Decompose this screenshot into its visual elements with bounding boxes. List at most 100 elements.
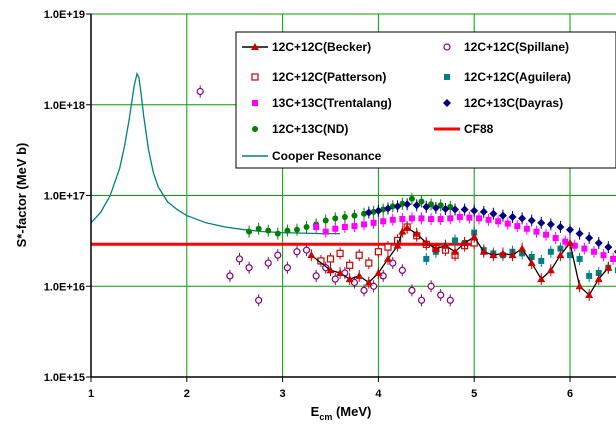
legend-item: 12C+12C(Spillane) (443, 40, 569, 54)
data-point (518, 244, 527, 252)
legend-item: 12C+13C(ND) (252, 122, 348, 136)
data-point (422, 238, 431, 246)
data-point (441, 204, 450, 213)
data-point (575, 282, 584, 290)
data-point (566, 225, 574, 234)
data-point (537, 218, 546, 227)
data-point (393, 202, 402, 211)
data-point (460, 238, 469, 246)
data-point (585, 291, 594, 299)
data-point (418, 215, 425, 222)
data-point (495, 218, 502, 225)
legend-label: Cooper Resonance (272, 149, 382, 163)
data-point (412, 229, 421, 237)
legend-item: 13C+13C(Trentalang) (252, 96, 392, 110)
data-point (446, 296, 454, 304)
data-point (514, 223, 521, 230)
data-point (351, 223, 358, 230)
legend-item: 12C+12C(Becker) (242, 40, 371, 54)
data-point (489, 251, 498, 259)
data-point (346, 261, 354, 269)
data-point (351, 212, 358, 219)
data-point (313, 223, 320, 230)
legend-marker (251, 43, 259, 50)
data-point (437, 202, 444, 209)
data-point (428, 201, 435, 208)
data-point (556, 222, 565, 231)
data-point (556, 251, 565, 259)
data-point (538, 257, 545, 264)
data-point (336, 268, 345, 276)
data-point (255, 296, 263, 304)
data-point (479, 207, 488, 216)
data-point (374, 248, 382, 256)
data-point (451, 205, 460, 214)
data-point (437, 216, 444, 223)
data-point (475, 215, 482, 222)
data-point (393, 241, 402, 249)
legend-marker (252, 100, 258, 106)
series-5 (364, 198, 616, 254)
data-point (431, 203, 440, 212)
data-point (274, 230, 281, 237)
legend-label: 12C+13C(Dayras) (464, 96, 563, 110)
data-point (374, 206, 383, 215)
x-tick-label: 6 (567, 388, 573, 400)
data-point (246, 228, 253, 235)
data-point (322, 264, 330, 272)
data-point (283, 264, 291, 272)
data-point (417, 296, 426, 304)
data-point (595, 269, 602, 276)
x-tick-label: 4 (375, 388, 382, 400)
data-point (422, 202, 431, 211)
legend-label: 12C+12C(Spillane) (464, 40, 569, 54)
x-axis-title-unit: (MeV) (332, 404, 371, 419)
x-tick-label: 5 (471, 388, 477, 400)
data-point (293, 248, 301, 256)
legend-label: 12C+13C(ND) (272, 122, 348, 136)
data-point (360, 286, 368, 295)
data-point (528, 254, 535, 261)
data-point (489, 209, 498, 218)
data-point (571, 242, 578, 249)
legend-item: 12C+12C(Patterson) (251, 70, 386, 84)
data-point (504, 220, 511, 227)
data-point (594, 275, 603, 283)
data-point (355, 271, 364, 279)
data-point (322, 228, 329, 235)
data-point (441, 241, 450, 249)
data-point (341, 213, 348, 220)
data-point (365, 259, 373, 267)
data-point (264, 259, 272, 267)
legend-marker (443, 99, 451, 107)
data-point (604, 263, 613, 271)
data-point (284, 227, 291, 234)
data-point (226, 272, 234, 280)
data-point (533, 228, 540, 235)
data-point (527, 259, 536, 267)
legend-item: Cooper Resonance (242, 149, 382, 163)
data-point (547, 248, 554, 255)
series-8 (90, 71, 341, 235)
data-point (428, 216, 435, 223)
data-point (331, 275, 339, 283)
data-point (604, 243, 613, 252)
data-point (302, 246, 311, 254)
data-point (456, 213, 463, 220)
data-point (361, 221, 368, 228)
data-point (537, 275, 546, 283)
data-point (508, 251, 517, 259)
data-point (562, 238, 569, 245)
data-point (518, 214, 527, 223)
data-point (364, 278, 373, 286)
data-point (460, 205, 469, 214)
data-point (447, 215, 454, 222)
data-point (498, 211, 507, 220)
data-point (370, 219, 377, 226)
data-point (423, 255, 430, 262)
plot-series (90, 71, 616, 307)
data-point (600, 252, 607, 259)
data-point (431, 244, 440, 252)
legend-marker (252, 126, 258, 132)
